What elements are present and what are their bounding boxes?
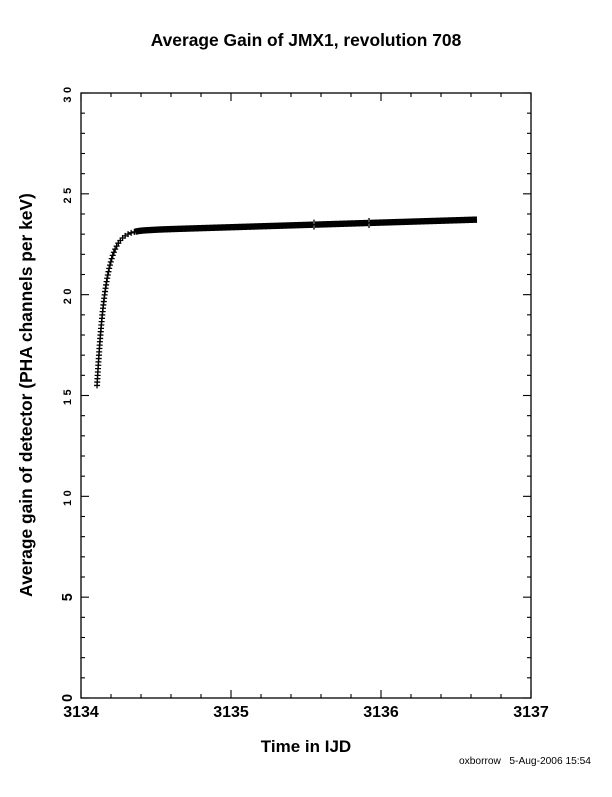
svg-text:10: 10: [62, 487, 74, 506]
svg-text:5: 5: [60, 593, 76, 601]
svg-text:3137: 3137: [513, 704, 549, 721]
svg-text:Time in IJD: Time in IJD: [261, 737, 351, 756]
svg-text:Average Gain of JMX1, revoluti: Average Gain of JMX1, revolution 708: [151, 30, 462, 50]
svg-text:25: 25: [62, 184, 74, 203]
svg-text:oxborrow 5-Aug-2006 15:54: oxborrow 5-Aug-2006 15:54: [459, 756, 591, 767]
svg-text:0: 0: [60, 694, 76, 702]
svg-text:3134: 3134: [63, 704, 99, 721]
svg-text:3135: 3135: [213, 704, 249, 721]
svg-text:15: 15: [62, 386, 74, 405]
svg-text:30: 30: [62, 83, 74, 102]
svg-text:Average gain of detector (PHA: Average gain of detector (PHA channels p…: [16, 193, 36, 597]
svg-text:20: 20: [62, 285, 74, 304]
svg-text:3136: 3136: [363, 704, 399, 721]
